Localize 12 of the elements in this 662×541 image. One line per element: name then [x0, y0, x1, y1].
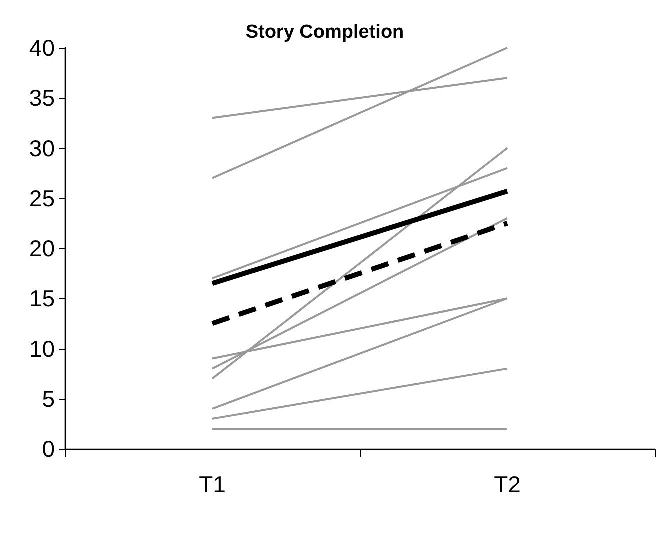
x-tick-label: T2 [494, 472, 521, 498]
y-tick-label: 20 [29, 236, 55, 262]
y-tick-label: 40 [29, 35, 55, 61]
y-tick-label: 30 [29, 135, 55, 162]
y-tick-label: 35 [29, 85, 55, 112]
x-tick-label: T1 [199, 472, 226, 498]
y-tick-label: 15 [29, 286, 55, 312]
chart-title: Story Completion [246, 22, 404, 43]
y-tick-label: 5 [42, 386, 55, 412]
y-tick-label: 0 [42, 436, 55, 462]
y-tick-label: 25 [29, 185, 55, 212]
y-tick-label: 10 [29, 336, 55, 362]
